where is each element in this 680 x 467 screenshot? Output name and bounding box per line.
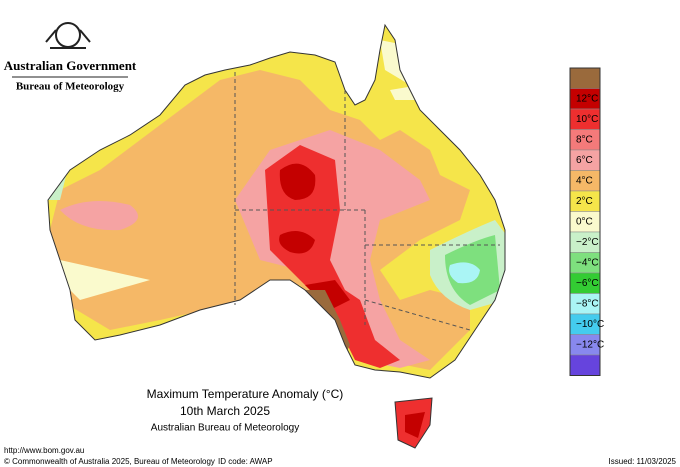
legend-label: −10°C (576, 319, 604, 330)
tasmania-hot (405, 412, 425, 438)
legend-label: 10°C (576, 114, 598, 125)
footer-copyright: © Commonwealth of Australia 2025, Bureau… (4, 457, 215, 466)
legend-label: 0°C (576, 216, 593, 227)
legend-label: 6°C (576, 155, 593, 166)
footer-url: http://www.bom.gov.au (4, 446, 84, 455)
legend-label: 8°C (576, 134, 593, 145)
legend-label: −6°C (576, 278, 599, 289)
legend: 12°C 10°C 8°C 6°C 4°C 2°C 0°C −2°C −4°C −6°C −8°C −… (569, 67, 604, 376)
legend-label: −8°C (576, 298, 599, 309)
logo (45, 22, 91, 49)
agency-name: Bureau of Meteorology (16, 81, 125, 93)
legend-label: −12°C (576, 339, 604, 350)
legend-label: 2°C (576, 196, 593, 207)
legend-label: 4°C (576, 175, 593, 186)
legend-frame (569, 67, 601, 376)
coastline (47, 23, 506, 379)
footer-id: ID code: AWAP (218, 457, 273, 466)
legend-label: 12°C (576, 93, 598, 104)
legend-label: −4°C (576, 257, 599, 268)
footer-issued: Issued: 11/03/2025 (609, 457, 677, 466)
map-source: Australian Bureau of Meteorology (151, 423, 299, 434)
legend-swatch (569, 354, 601, 376)
legend-label: −2°C (576, 237, 599, 248)
map-date: 10th March 2025 (180, 404, 270, 418)
government-name: Australian Government (4, 58, 137, 73)
state-borders (234, 72, 500, 331)
legend-swatch (569, 67, 601, 89)
map-title: Maximum Temperature Anomaly (°C) (147, 387, 344, 401)
